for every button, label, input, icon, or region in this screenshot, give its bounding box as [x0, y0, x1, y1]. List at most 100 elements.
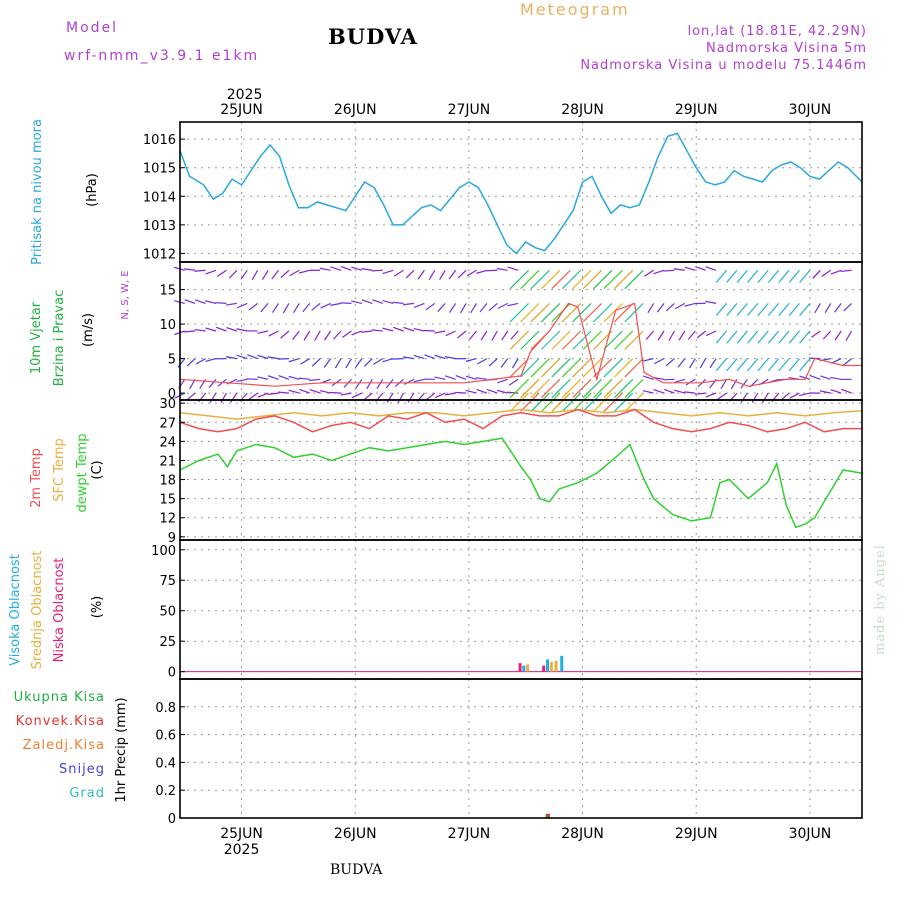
panel-frame-wind: [179, 261, 863, 401]
ytick-label: 1013: [143, 219, 176, 234]
product-title: Meteogram: [520, 0, 630, 19]
wind-arrow: [267, 356, 279, 360]
wind-arrow: [479, 303, 488, 313]
wind-arrow: [726, 330, 738, 344]
wind-arrow: [541, 378, 561, 399]
wind-arrow: [205, 327, 217, 332]
wind-arrow: [834, 330, 842, 341]
xtick-label-bottom: 30JUN: [789, 826, 832, 842]
wind-arrow: [530, 269, 550, 290]
xtick-label-bottom: 27JUN: [448, 826, 491, 842]
wind-arrow: [257, 376, 269, 380]
wind-arrow: [561, 330, 582, 350]
wind-arrow: [448, 269, 457, 280]
wind-arrow: [520, 392, 540, 412]
wind-arrow: [684, 391, 696, 394]
wind-arrow: [603, 378, 623, 399]
wind-arrow: [709, 358, 717, 369]
wind-arrow: [184, 299, 196, 304]
wind-arrow: [684, 266, 696, 271]
wind-arrow: [624, 378, 644, 399]
wind-arrow: [814, 303, 821, 314]
wind-arrow: [715, 330, 728, 344]
wind-arrow: [551, 302, 571, 323]
wind-arrow: [747, 303, 759, 317]
grid-panel-pressure: [180, 122, 862, 262]
wind-arrow: [582, 302, 602, 323]
wind-arrow: [186, 392, 196, 401]
ytick-label: 24: [159, 435, 176, 450]
wind-arrow: [720, 378, 728, 390]
wind-arrow: [830, 389, 842, 394]
wind-arrow: [439, 269, 446, 281]
wind-arrow: [195, 358, 206, 365]
wind-arrow: [299, 388, 310, 394]
wind-arrow: [726, 303, 738, 317]
wind-arrow: [809, 374, 821, 380]
wind-arrow: [696, 330, 707, 339]
wind-arrow: [603, 269, 623, 290]
wind-arrow: [320, 302, 331, 309]
wind-arrow: [520, 378, 540, 399]
wind-arrow: [465, 375, 477, 380]
wind-arrow: [413, 354, 425, 360]
ytick-label: 0.4: [155, 756, 176, 771]
wind-arrow: [653, 358, 665, 365]
wind-arrow: [645, 330, 655, 340]
wind-arrow: [271, 269, 279, 280]
wind-arrow: [425, 302, 436, 311]
wind-arrow: [593, 392, 613, 412]
ytick-label: 0: [168, 387, 176, 402]
wind-arrow: [428, 269, 436, 281]
wind-arrow: [830, 269, 842, 275]
bar-niska-oblacnost: [518, 663, 522, 672]
wind-arrow: [789, 392, 800, 399]
series-10m-vjetar: [179, 302, 862, 387]
wind-arrow: [257, 354, 269, 360]
wind-arrow: [757, 303, 769, 317]
wind-arrow: [476, 388, 488, 394]
wind-arrow: [778, 330, 790, 344]
wind-arrow: [507, 391, 519, 394]
wind-arrow: [736, 269, 748, 283]
wind-arrow: [561, 358, 582, 378]
wind-arrow: [424, 354, 436, 360]
wind-arrow: [194, 328, 206, 332]
wind-arrow: [413, 378, 425, 383]
wind-arrow: [845, 330, 853, 341]
wind-arrow: [657, 330, 665, 341]
wind-arrow: [311, 302, 321, 311]
ytick-label: 15: [159, 493, 176, 508]
wind-arrow: [382, 299, 394, 304]
compass-label: N, S, W, E: [120, 270, 131, 319]
wind-arrow: [653, 388, 665, 394]
wind-arrow: [457, 330, 467, 339]
wind-arrow: [403, 356, 415, 360]
wind-arrow: [455, 391, 467, 394]
wind-arrow: [647, 303, 655, 314]
wind-arrow: [799, 392, 811, 397]
wind-arrow: [811, 330, 821, 338]
wind-arrow: [184, 330, 196, 333]
ytick-label: 18: [159, 474, 176, 489]
wind-arrow: [403, 378, 415, 385]
wind-arrow: [364, 358, 373, 367]
wind-arrow: [437, 302, 446, 312]
wind-arrow: [500, 358, 509, 368]
wind-arrow: [225, 302, 237, 306]
side-label-dewpt: dewpt Temp: [75, 433, 90, 512]
wind-arrow: [340, 302, 352, 304]
wind-arrow: [216, 269, 227, 277]
wind-arrow: [685, 378, 696, 386]
wind-arrow: [668, 330, 675, 341]
wind-arrow: [345, 358, 352, 369]
wind-arrow: [642, 358, 654, 362]
ylabel-wind: (m/s): [81, 313, 96, 347]
wind-arrow: [361, 299, 373, 304]
wind-arrow: [413, 302, 425, 308]
wind-arrow: [511, 358, 519, 369]
wind-arrow: [665, 358, 675, 367]
ytick-label: 1014: [143, 190, 176, 205]
side-label-cloud-high: Visoka Oblacnost: [8, 554, 23, 666]
wind-arrow: [340, 392, 352, 396]
